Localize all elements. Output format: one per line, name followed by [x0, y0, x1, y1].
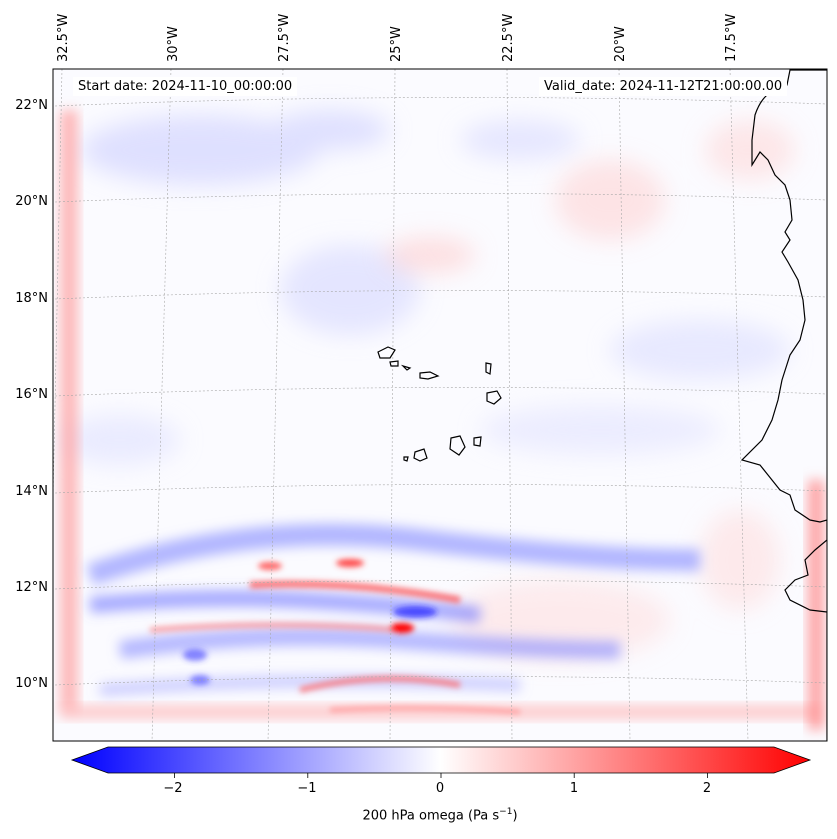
lon-label-17-5w: 17.5°W [724, 13, 739, 62]
lat-label-16n: 16°N [15, 387, 48, 402]
lat-label-12n: 12°N [15, 580, 48, 595]
lat-label-20n: 20°N [15, 194, 48, 209]
cape-verde-islands [377, 346, 502, 462]
start-date-label: Start date: 2024-11-10_00:00:00 [73, 77, 298, 96]
lon-label-20w: 20°W [613, 26, 628, 62]
africa-coastline [740, 69, 827, 741]
lat-label-18n: 18°N [15, 291, 48, 306]
omega-field [53, 69, 827, 741]
lat-label-14n: 14°N [15, 484, 48, 499]
colorbar [70, 746, 812, 778]
lon-label-22-5w: 22.5°W [501, 13, 516, 62]
colorbar-tick-label: 0 [435, 781, 445, 796]
colorbar-tick-label: −1 [297, 781, 317, 796]
valid-date-label: Valid_date: 2024-11-12T21:00:00.00 [539, 77, 788, 96]
lat-label-22n: 22°N [15, 98, 48, 113]
graticule [53, 69, 827, 741]
lon-label-25w: 25°W [389, 26, 404, 62]
lat-label-10n: 10°N [15, 676, 48, 691]
colorbar-tick-label: 1 [569, 781, 579, 796]
colorbar-tick-label: −2 [163, 781, 183, 796]
lon-label-32-5w: 32.5°W [56, 13, 71, 62]
map-frame [52, 68, 828, 742]
lon-label-30w: 30°W [166, 26, 181, 62]
colorbar-label: 200 hPa omega (Pa s−1) [362, 807, 518, 824]
lon-label-27-5w: 27.5°W [277, 13, 292, 62]
colorbar-tick-label: 2 [702, 781, 712, 796]
